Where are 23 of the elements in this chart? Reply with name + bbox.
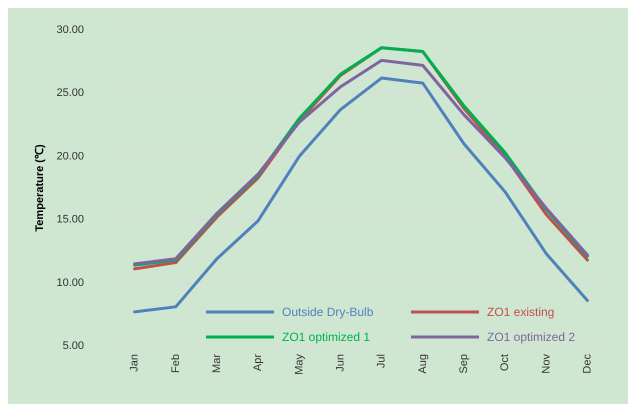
- y-tick-label: 15.00: [56, 214, 84, 226]
- text: ZO1 optimized 1: [282, 330, 370, 344]
- text: Outside Dry-Bulb: [282, 305, 374, 319]
- x-tick-label: Nov: [540, 354, 552, 374]
- text: ZO1 optimized 2: [487, 330, 576, 344]
- y-tick-label: 5.00: [62, 340, 84, 352]
- x-tick-label: Sep: [458, 354, 470, 374]
- y-tick-label: 30.00: [56, 24, 84, 36]
- x-tick-label: Jan: [128, 354, 141, 372]
- x-tick-label: Apr: [252, 354, 264, 372]
- y-tick-label: 25.00: [56, 87, 84, 100]
- x-tick-label: Mar: [210, 354, 223, 373]
- x-tick-label: May: [293, 354, 306, 375]
- x-tick-label: Jun: [334, 354, 346, 372]
- y-tick-label: 10.00: [56, 276, 84, 289]
- x-tick-label: Jul: [376, 354, 388, 368]
- y-axis-title: Temperature (℃): [34, 144, 46, 232]
- x-tick-label: Aug: [416, 354, 429, 374]
- y-tick-label: 20.00: [56, 150, 84, 162]
- x-tick-label: Feb: [170, 354, 182, 373]
- x-tick-label: Oct: [499, 354, 512, 372]
- x-tick-label: Dec: [581, 354, 594, 374]
- text: ZO1 existing: [487, 305, 554, 319]
